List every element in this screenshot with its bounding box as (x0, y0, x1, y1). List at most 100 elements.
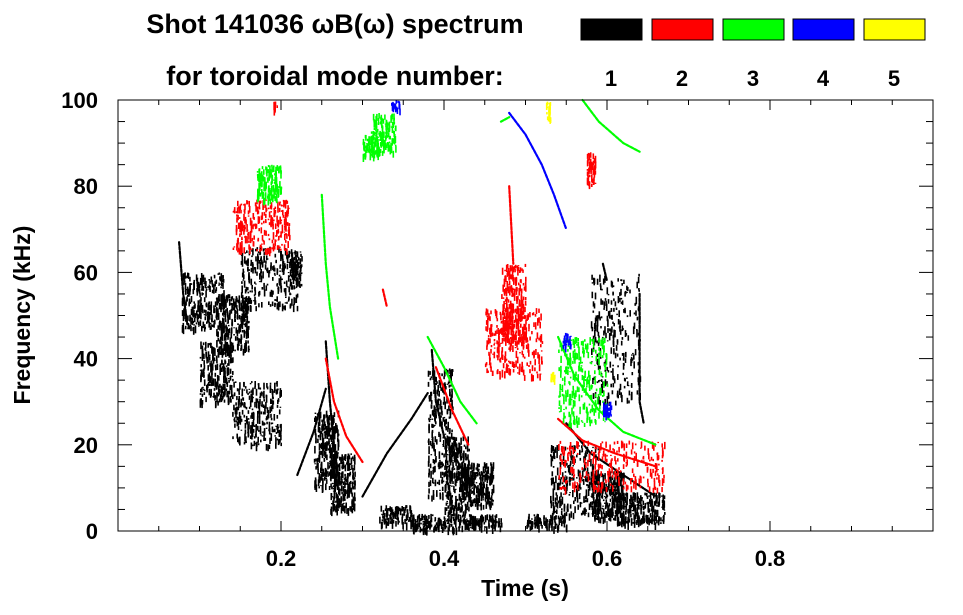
spectral-mark (506, 281, 508, 284)
spectral-mark (261, 216, 263, 221)
spectral-mark (528, 330, 530, 332)
spectral-mark (215, 366, 217, 371)
spectral-mark (611, 371, 613, 373)
spectral-mark (592, 282, 594, 283)
spectral-mark (244, 256, 246, 264)
spectral-mark (472, 516, 474, 524)
spectral-mark (521, 367, 523, 372)
spectral-mark (493, 344, 495, 346)
spectral-mark (541, 361, 543, 365)
spectral-mark (634, 323, 636, 329)
spectral-mark (569, 492, 571, 493)
spectral-mark (482, 476, 484, 482)
spectral-mark (319, 479, 321, 482)
spectral-mark (569, 477, 571, 483)
spectral-mark (292, 258, 294, 263)
spectral-mark (251, 256, 253, 258)
spectral-mark (275, 223, 277, 229)
spectral-mark (501, 350, 503, 352)
spectral-mark (342, 461, 344, 466)
spectral-mark (336, 506, 338, 507)
spectral-mark (317, 439, 319, 443)
spectral-mark (553, 502, 555, 507)
spectral-mark (451, 474, 453, 476)
spectral-mark (428, 440, 430, 443)
spectral-mark (605, 333, 607, 338)
spectral-mark (228, 325, 230, 326)
spectral-mark (283, 267, 285, 275)
series-n1-blob-8 (444, 436, 470, 521)
spectral-mark (204, 324, 206, 332)
spectral-mark (471, 487, 473, 489)
spectral-mark (590, 502, 592, 508)
spectral-mark (244, 346, 246, 350)
spectral-mark (294, 287, 296, 288)
spectral-mark (462, 501, 464, 502)
spectral-mark (663, 516, 665, 519)
spectral-mark (535, 322, 537, 329)
spectral-mark (621, 395, 623, 402)
spectral-mark (288, 251, 290, 258)
spectral-mark (271, 423, 273, 425)
spectral-mark (454, 474, 456, 479)
spectral-mark (553, 446, 555, 451)
spectral-mark (247, 393, 249, 395)
spectral-mark (456, 466, 458, 471)
spectral-mark (237, 323, 239, 325)
spectral-mark (240, 326, 242, 332)
spectral-mark (541, 350, 543, 351)
spectral-mark (193, 283, 195, 290)
spectral-mark (258, 292, 260, 297)
spectral-mark (234, 246, 236, 247)
spectral-mark (338, 439, 340, 447)
spectral-mark (200, 342, 202, 350)
spectral-mark (288, 208, 290, 209)
spectral-mark (318, 435, 320, 438)
spectral-mark (347, 497, 349, 499)
spectral-mark (630, 506, 632, 514)
spectral-mark (429, 469, 431, 476)
spectral-mark (245, 323, 247, 326)
spectral-mark (284, 226, 286, 227)
spectral-mark (622, 337, 624, 340)
spectral-mark (444, 402, 446, 410)
spectral-mark (283, 261, 285, 264)
spectral-mark (210, 323, 212, 324)
spectral-mark (472, 470, 474, 473)
spectral-mark (386, 505, 388, 509)
spectral-mark (445, 484, 447, 491)
spectral-mark (500, 314, 502, 321)
spectral-mark (210, 326, 212, 330)
spectral-mark (262, 287, 264, 290)
spectral-mark (617, 391, 619, 396)
legend-swatch-4 (793, 19, 854, 40)
spectral-mark (344, 481, 346, 488)
spectral-mark (653, 488, 655, 493)
spectral-mark (241, 286, 243, 294)
spectral-mark (486, 362, 488, 365)
spectral-mark (294, 257, 296, 260)
spectral-mark (433, 494, 435, 500)
spectral-mark (255, 256, 257, 261)
spectral-mark (243, 269, 245, 276)
spectral-mark (247, 234, 249, 236)
spectral-mark (296, 258, 298, 263)
spectral-mark (506, 318, 508, 325)
spectral-mark (517, 266, 519, 272)
spectral-mark (200, 312, 202, 319)
spectral-mark (194, 318, 196, 322)
spectral-mark (233, 345, 235, 351)
spectral-mark (588, 485, 590, 489)
spectral-mark (246, 389, 248, 393)
spectral-mark (261, 280, 263, 282)
spectral-mark (241, 334, 243, 338)
spectral-mark (280, 258, 282, 259)
spectral-mark (509, 315, 511, 321)
spectral-mark (200, 399, 202, 404)
spectral-mark (440, 466, 442, 468)
spectral-mark (286, 248, 288, 255)
spectral-mark (625, 352, 627, 358)
spectral-mark (212, 380, 214, 386)
spectral-mark (617, 354, 619, 357)
spectral-mark (197, 278, 199, 280)
